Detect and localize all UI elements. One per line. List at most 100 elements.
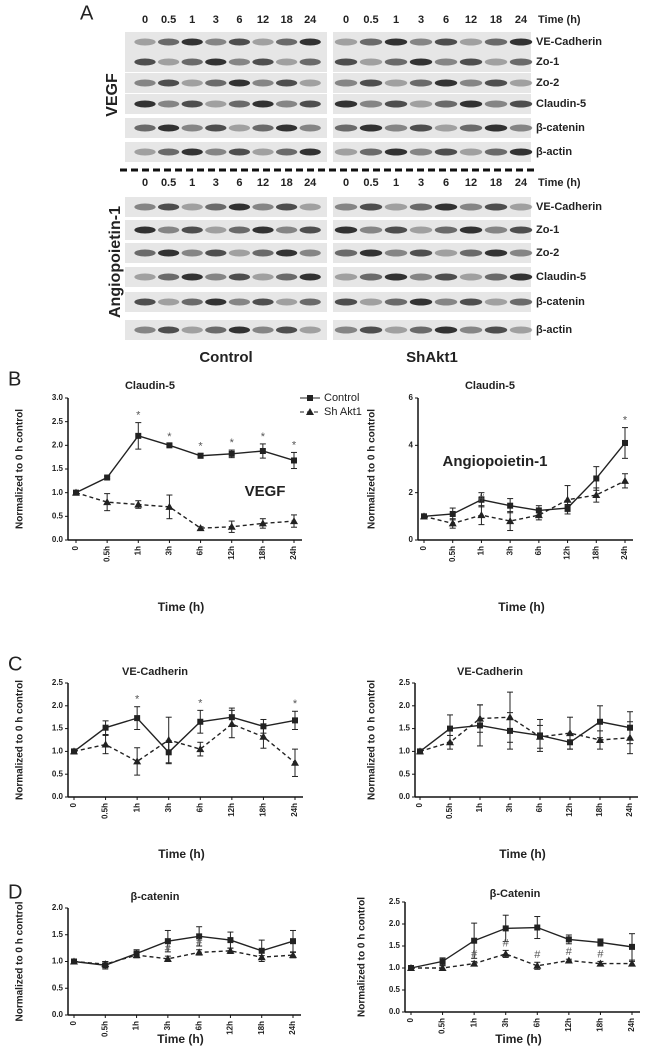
blot-band bbox=[181, 203, 203, 211]
blot-band bbox=[299, 38, 321, 46]
lane-label: 24 bbox=[515, 177, 528, 189]
blot-band bbox=[275, 226, 298, 234]
series-line bbox=[73, 716, 296, 754]
marker bbox=[306, 408, 314, 415]
x-tick-label: 3h bbox=[505, 803, 514, 812]
blot-band bbox=[359, 226, 383, 234]
blot-band bbox=[459, 38, 483, 46]
x-tick-label: 0.5h bbox=[102, 546, 111, 562]
blot-band bbox=[359, 148, 383, 156]
blot-band bbox=[484, 38, 508, 46]
blot-band bbox=[409, 38, 433, 46]
blot-band bbox=[459, 100, 483, 108]
marker bbox=[407, 964, 415, 971]
x-tick-label: 1h bbox=[132, 803, 141, 812]
blot-band bbox=[434, 148, 458, 156]
blot-band bbox=[484, 203, 508, 211]
annotation: # bbox=[196, 937, 203, 949]
x-axis-label: Time (h) bbox=[158, 600, 204, 614]
marker bbox=[622, 439, 628, 446]
marker bbox=[166, 442, 173, 449]
blot-band bbox=[228, 273, 251, 281]
blot-band bbox=[157, 298, 180, 306]
marker bbox=[227, 937, 234, 944]
y-tick-label: 0.5 bbox=[52, 511, 64, 520]
lane-label: 18 bbox=[490, 177, 502, 189]
marker bbox=[566, 729, 574, 737]
series-line bbox=[75, 491, 295, 529]
chart-title: Claudin-5 bbox=[465, 380, 515, 392]
blot-band bbox=[275, 298, 298, 306]
blot-band bbox=[359, 203, 383, 211]
blot-strip bbox=[125, 267, 327, 287]
chart-title: β-Catenin bbox=[490, 888, 541, 900]
annotation: * bbox=[230, 437, 235, 449]
x-tick-label: 18h bbox=[258, 546, 267, 560]
annotation: # bbox=[503, 937, 510, 949]
marker bbox=[292, 717, 298, 724]
marker bbox=[103, 498, 112, 506]
series-line bbox=[419, 716, 631, 753]
x-tick-label: 12h bbox=[563, 546, 572, 560]
blot-band bbox=[157, 124, 180, 132]
y-tick-label: 2.5 bbox=[389, 897, 401, 906]
series-line bbox=[73, 723, 296, 764]
blot-strip bbox=[333, 267, 531, 287]
marker bbox=[164, 938, 171, 945]
marker bbox=[289, 951, 297, 959]
blot-band bbox=[334, 38, 358, 46]
marker bbox=[196, 745, 205, 753]
marker bbox=[132, 951, 141, 959]
x-tick-label: 1h bbox=[477, 546, 486, 555]
blot-band bbox=[484, 100, 508, 108]
blot-band bbox=[334, 124, 358, 132]
lane-label: 1 bbox=[189, 14, 195, 26]
blot-band bbox=[484, 58, 508, 66]
x-tick-label: 6h bbox=[194, 1021, 203, 1030]
blot-band bbox=[205, 273, 227, 281]
x-tick-label: 0.5h bbox=[100, 1021, 109, 1037]
panel-label: C bbox=[8, 653, 22, 675]
x-tick-label: 0 bbox=[69, 802, 78, 807]
blot-band bbox=[299, 124, 321, 132]
chart-title: VE-Cadherin bbox=[457, 666, 523, 678]
blot-band bbox=[334, 79, 358, 87]
blot-band bbox=[334, 298, 358, 306]
y-tick-label: 0.0 bbox=[52, 1010, 64, 1019]
marker bbox=[593, 475, 600, 482]
marker bbox=[227, 522, 236, 530]
x-tick-label: 18h bbox=[591, 546, 600, 560]
lane-label: 0 bbox=[343, 177, 349, 189]
blot-band bbox=[459, 326, 483, 334]
row-label: VE-Cadherin bbox=[536, 201, 602, 213]
blot-band bbox=[384, 273, 408, 281]
lane-label: 12 bbox=[465, 177, 477, 189]
lane-label: 24 bbox=[515, 14, 528, 26]
blot-band bbox=[434, 298, 458, 306]
x-tick-label: 3h bbox=[501, 1018, 510, 1027]
x-tick-label: 6h bbox=[534, 546, 543, 555]
blot-band bbox=[434, 249, 458, 257]
x-tick-label: 6h bbox=[196, 546, 205, 555]
blot-band bbox=[509, 326, 533, 334]
blot-band bbox=[409, 58, 433, 66]
blot-strip bbox=[125, 142, 327, 162]
y-tick-label: 2.5 bbox=[52, 417, 64, 426]
x-tick-label: 1h bbox=[133, 546, 142, 555]
x-tick-label: 0.5h bbox=[448, 546, 457, 562]
y-tick-label: 2.0 bbox=[399, 701, 411, 710]
marker bbox=[416, 747, 424, 755]
lane-label: 3 bbox=[213, 14, 219, 26]
blot-band bbox=[509, 100, 533, 108]
marker bbox=[291, 758, 299, 766]
blot-band bbox=[228, 326, 251, 334]
y-tick-label: 0.5 bbox=[52, 983, 64, 992]
blot-band bbox=[252, 148, 274, 156]
y-tick-label: 1.5 bbox=[52, 464, 64, 473]
blot-strip bbox=[125, 32, 327, 52]
marker bbox=[101, 960, 110, 968]
column-label: ShAkt1 bbox=[406, 349, 458, 366]
x-tick-label: 12h bbox=[565, 803, 574, 817]
blot-band bbox=[359, 298, 383, 306]
blot-band bbox=[134, 249, 156, 257]
